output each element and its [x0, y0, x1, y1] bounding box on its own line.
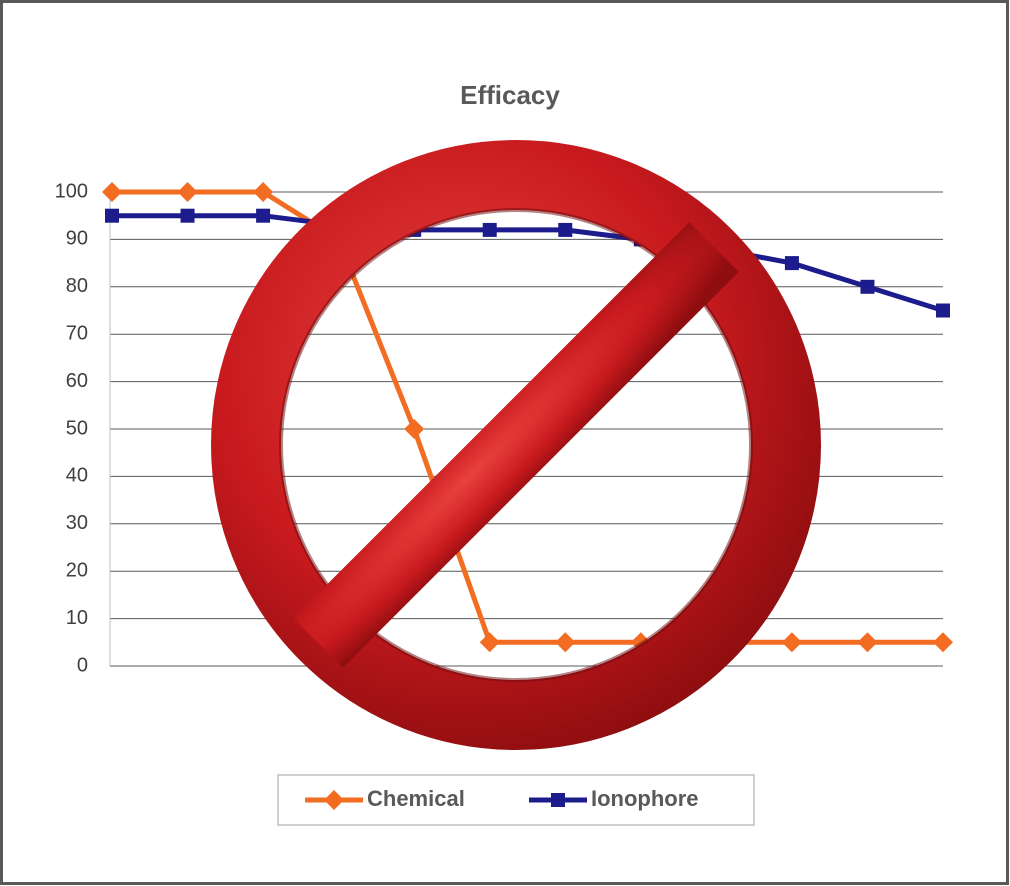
chart-title: Efficacy — [460, 80, 560, 110]
square-marker — [784, 256, 799, 271]
diamond-marker — [253, 182, 274, 202]
y-tick-label: 40 — [66, 465, 88, 487]
diamond-marker — [933, 632, 953, 653]
sign-inner-edge — [279, 208, 753, 682]
square-marker — [936, 303, 950, 318]
legend-label: Ionophore — [591, 786, 699, 811]
diamond-marker — [102, 182, 122, 202]
series-line — [112, 189, 943, 645]
diamond-marker — [555, 632, 576, 653]
prohibition-sign — [211, 140, 821, 750]
y-tick-label: 70 — [66, 322, 88, 344]
square-marker — [860, 279, 875, 294]
square-marker — [256, 208, 271, 223]
y-tick-label: 0 — [77, 654, 88, 676]
y-tick-label: 20 — [66, 559, 88, 581]
y-tick-label: 90 — [66, 228, 88, 250]
sign-ring — [211, 140, 821, 750]
legend: Chemical Ionophore — [305, 786, 699, 811]
square-marker — [105, 208, 119, 223]
diamond-marker — [404, 419, 425, 439]
y-tick-label: 100 — [55, 180, 88, 202]
square-marker — [558, 222, 573, 237]
series-line — [112, 213, 944, 313]
diamond-marker — [479, 632, 500, 653]
diamond-marker — [857, 632, 878, 653]
y-tick-label: 10 — [66, 607, 88, 629]
y-tick-label: 60 — [66, 370, 88, 392]
y-tick-label: 50 — [66, 417, 88, 439]
legend-marker — [324, 790, 344, 810]
square-marker — [180, 208, 195, 223]
square-marker — [482, 222, 497, 237]
legend-label: Chemical — [367, 786, 465, 811]
sign-slash — [293, 222, 739, 668]
diamond-marker — [781, 632, 802, 653]
y-tick-label: 30 — [66, 512, 88, 534]
y-tick-label: 80 — [66, 275, 88, 297]
diamond-marker — [177, 182, 198, 202]
legend-marker — [551, 793, 565, 807]
